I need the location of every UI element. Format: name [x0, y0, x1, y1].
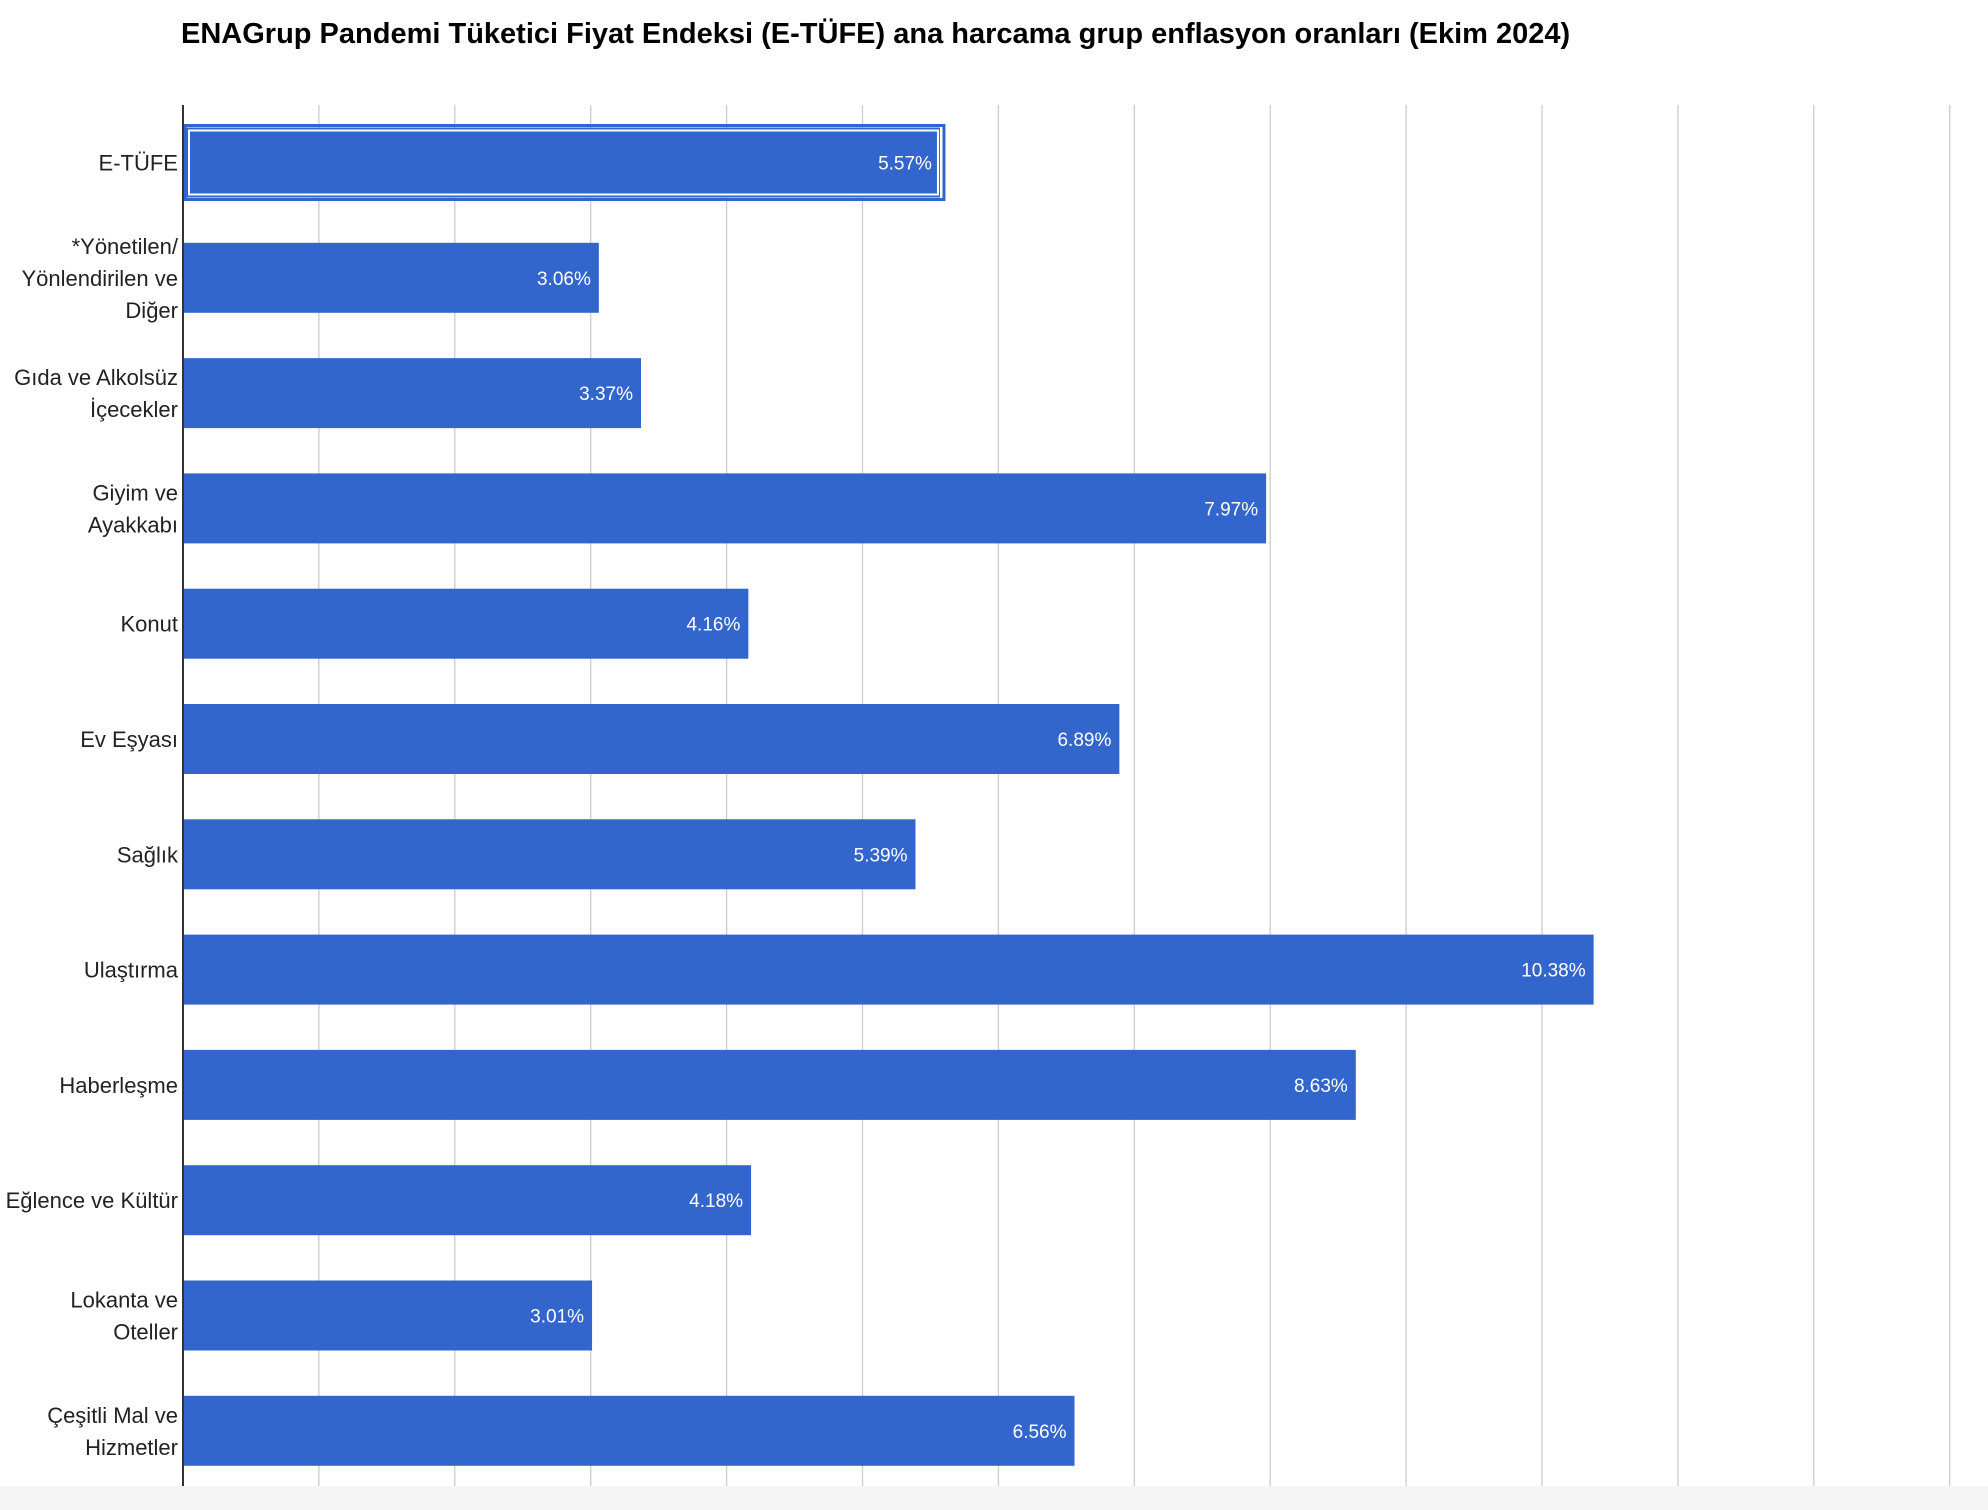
category-label: E-TÜFE — [99, 151, 178, 176]
category-label-line: *Yönetilen/ — [72, 234, 179, 259]
category-label-line: Hizmetler — [85, 1435, 178, 1460]
category-labels: E-TÜFE *Yönetilen/Yönlendirilen ve Diğer Gı… — [6, 151, 179, 1460]
category-label: Gıda ve Alkolsüz İçecekler — [14, 365, 178, 422]
category-label-line: Sağlık — [117, 842, 179, 867]
category-label: Giyim ve Ayakkabı — [88, 480, 178, 537]
category-label-line: Yönlendirilen ve — [21, 266, 178, 291]
bar[interactable] — [183, 358, 641, 429]
category-label: Lokanta ve Oteller — [70, 1288, 178, 1345]
bar[interactable] — [183, 704, 1120, 774]
bar[interactable] — [183, 1049, 1356, 1120]
grid-lines — [318, 105, 1951, 1488]
category-label-line: Haberleşme — [59, 1073, 178, 1098]
category-label-line: Diğer — [125, 298, 178, 323]
bar-value-label: 3.37% — [579, 384, 633, 405]
bottom-scroll-strip — [0, 1486, 1988, 1510]
bar-value-label: 6.56% — [1013, 1422, 1067, 1443]
category-label: Eğlence ve Kültür — [6, 1188, 178, 1213]
bar-value-label: 4.18% — [689, 1191, 743, 1212]
category-label-line: Gıda ve Alkolsüz — [14, 365, 178, 390]
bar[interactable] — [183, 934, 1594, 1005]
bar-value-label: 3.01% — [530, 1307, 584, 1328]
bar-value-label: 5.39% — [854, 845, 908, 866]
bar[interactable] — [183, 473, 1267, 544]
bar[interactable] — [183, 819, 916, 890]
bar-value-label: 4.16% — [686, 615, 740, 636]
bar[interactable] — [183, 1395, 1075, 1466]
bar-value-label: 3.06% — [537, 269, 591, 290]
bars: 5.57% 3.06% 3.37% 7.97% 4.16% 6.89% 5.39% 10.38… — [183, 124, 1594, 1466]
category-label: *Yönetilen/Yönlendirilen ve Diğer — [21, 234, 178, 323]
chart-title: ENAGrup Pandemi Tüketici Fiyat Endeksi (… — [181, 18, 1571, 50]
bar-highlight-border — [183, 124, 946, 201]
category-label-line: E-TÜFE — [99, 151, 178, 176]
bar[interactable] — [183, 1165, 752, 1236]
category-label: Çeşitli Mal ve Hizmetler — [47, 1403, 178, 1460]
category-label-line: İçecekler — [90, 397, 178, 422]
bar[interactable] — [183, 127, 940, 198]
bar-value-label: 5.57% — [878, 154, 932, 175]
bar[interactable] — [183, 588, 749, 659]
category-label-line: Ulaştırma — [84, 958, 179, 983]
category-label-line: Ev Eşyası — [80, 727, 178, 752]
bar-value-label: 8.63% — [1294, 1076, 1348, 1097]
category-label-line: Eğlence ve Kültür — [6, 1188, 178, 1213]
category-label-line: Lokanta ve — [70, 1288, 178, 1313]
bar[interactable] — [183, 242, 599, 313]
category-label: Haberleşme — [59, 1073, 178, 1098]
category-label: Ulaştırma — [84, 958, 179, 983]
category-label: Konut — [121, 612, 179, 637]
bar[interactable] — [183, 1280, 593, 1351]
category-label: Ev Eşyası — [80, 727, 178, 752]
bar-value-label: 7.97% — [1204, 499, 1258, 520]
category-label-line: Ayakkabı — [88, 512, 178, 537]
category-label-line: Çeşitli Mal ve — [47, 1403, 178, 1428]
category-label: Sağlık — [117, 842, 179, 867]
bar-highlight-inner-border — [188, 129, 939, 196]
category-label-line: Oteller — [113, 1320, 178, 1345]
category-label-line: Konut — [121, 612, 179, 637]
bar-value-label: 10.38% — [1521, 961, 1586, 982]
category-label-line: Giyim ve — [92, 480, 178, 505]
bar-value-label: 6.89% — [1057, 730, 1111, 751]
